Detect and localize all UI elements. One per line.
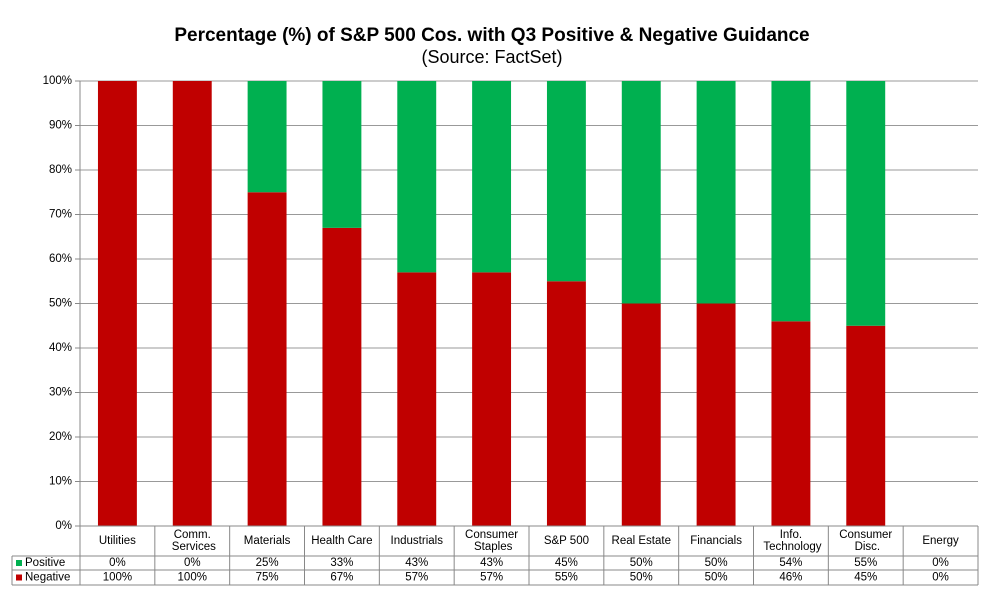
- table-value: 100%: [103, 572, 132, 584]
- y-tick-label: 60%: [49, 253, 72, 265]
- bar-segment: [546, 81, 586, 282]
- bar-segment: [771, 81, 811, 322]
- table-value: 50%: [630, 557, 653, 569]
- table-value: 100%: [178, 572, 207, 584]
- x-tick-label: Industrials: [391, 535, 444, 547]
- bar-segment: [247, 81, 287, 193]
- table-value: 57%: [405, 572, 428, 584]
- bar-segment: [621, 81, 661, 304]
- x-tick-label: Comm. Services: [169, 529, 217, 553]
- bar-segment: [472, 81, 512, 273]
- x-tick-label: Real Estate: [612, 535, 671, 547]
- y-tick-label: 90%: [49, 120, 72, 132]
- bar-segment: [696, 81, 736, 304]
- table-value: 57%: [480, 572, 503, 584]
- table-value: 45%: [854, 572, 877, 584]
- x-tick-label: Info. Technology: [760, 529, 821, 553]
- table-value: 46%: [779, 572, 802, 584]
- x-tick-label: Consumer Disc.: [839, 529, 892, 553]
- table-value: 55%: [854, 557, 877, 569]
- chart-subtitle: (Source: FactSet): [421, 47, 562, 67]
- y-tick-label: 0%: [55, 520, 72, 532]
- table-value: 43%: [405, 557, 428, 569]
- bar-segment: [97, 81, 137, 526]
- y-tick-label: 80%: [49, 164, 72, 176]
- table-value: 0%: [109, 557, 126, 569]
- legend-label: Positive: [25, 557, 65, 569]
- table-value: 0%: [932, 572, 949, 584]
- x-tick-label: Health Care: [311, 535, 372, 547]
- table-value: 0%: [184, 557, 201, 569]
- table-value: 0%: [932, 557, 949, 569]
- legend-label: Negative: [25, 572, 70, 584]
- legend-swatch: [16, 574, 22, 581]
- y-tick-label: 30%: [49, 387, 72, 399]
- x-tick-label: Utilities: [99, 535, 136, 547]
- table-value: 55%: [555, 572, 578, 584]
- y-tick-label: 20%: [49, 431, 72, 443]
- y-tick-label: 10%: [49, 476, 72, 488]
- chart-title: Percentage (%) of S&P 500 Cos. with Q3 P…: [174, 25, 809, 46]
- table-value: 54%: [779, 557, 802, 569]
- bar-segment: [172, 81, 212, 526]
- bar-segment: [696, 303, 736, 526]
- bar-segment: [472, 272, 512, 526]
- y-tick-label: 40%: [49, 342, 72, 354]
- bar-segment: [322, 227, 362, 526]
- table-value: 45%: [555, 557, 578, 569]
- table-value: 25%: [256, 557, 279, 569]
- table-value: 43%: [480, 557, 503, 569]
- y-tick-label: 70%: [49, 209, 72, 221]
- table-value: 50%: [705, 572, 728, 584]
- bar-segment: [546, 281, 586, 526]
- y-tick-label: 100%: [43, 75, 72, 87]
- table-value: 75%: [256, 572, 279, 584]
- bar-segment: [771, 321, 811, 526]
- x-tick-label: Consumer Staples: [465, 529, 518, 553]
- bar-segment: [322, 81, 362, 228]
- legend-swatch: [16, 560, 22, 566]
- table-value: 50%: [630, 572, 653, 584]
- y-tick-label: 50%: [49, 298, 72, 310]
- bar-segment: [621, 303, 661, 526]
- table-value: 67%: [330, 572, 353, 584]
- bar-segment: [397, 81, 437, 273]
- bar-segment: [846, 81, 886, 326]
- x-tick-label: Energy: [922, 535, 959, 547]
- bar-segment: [397, 272, 437, 526]
- bar-segment: [247, 192, 287, 526]
- x-tick-label: Materials: [244, 535, 291, 547]
- bar-segment: [846, 325, 886, 526]
- x-tick-label: Financials: [690, 535, 742, 547]
- table-value: 33%: [330, 557, 353, 569]
- table-value: 50%: [705, 557, 728, 569]
- x-tick-label: S&P 500: [544, 535, 589, 547]
